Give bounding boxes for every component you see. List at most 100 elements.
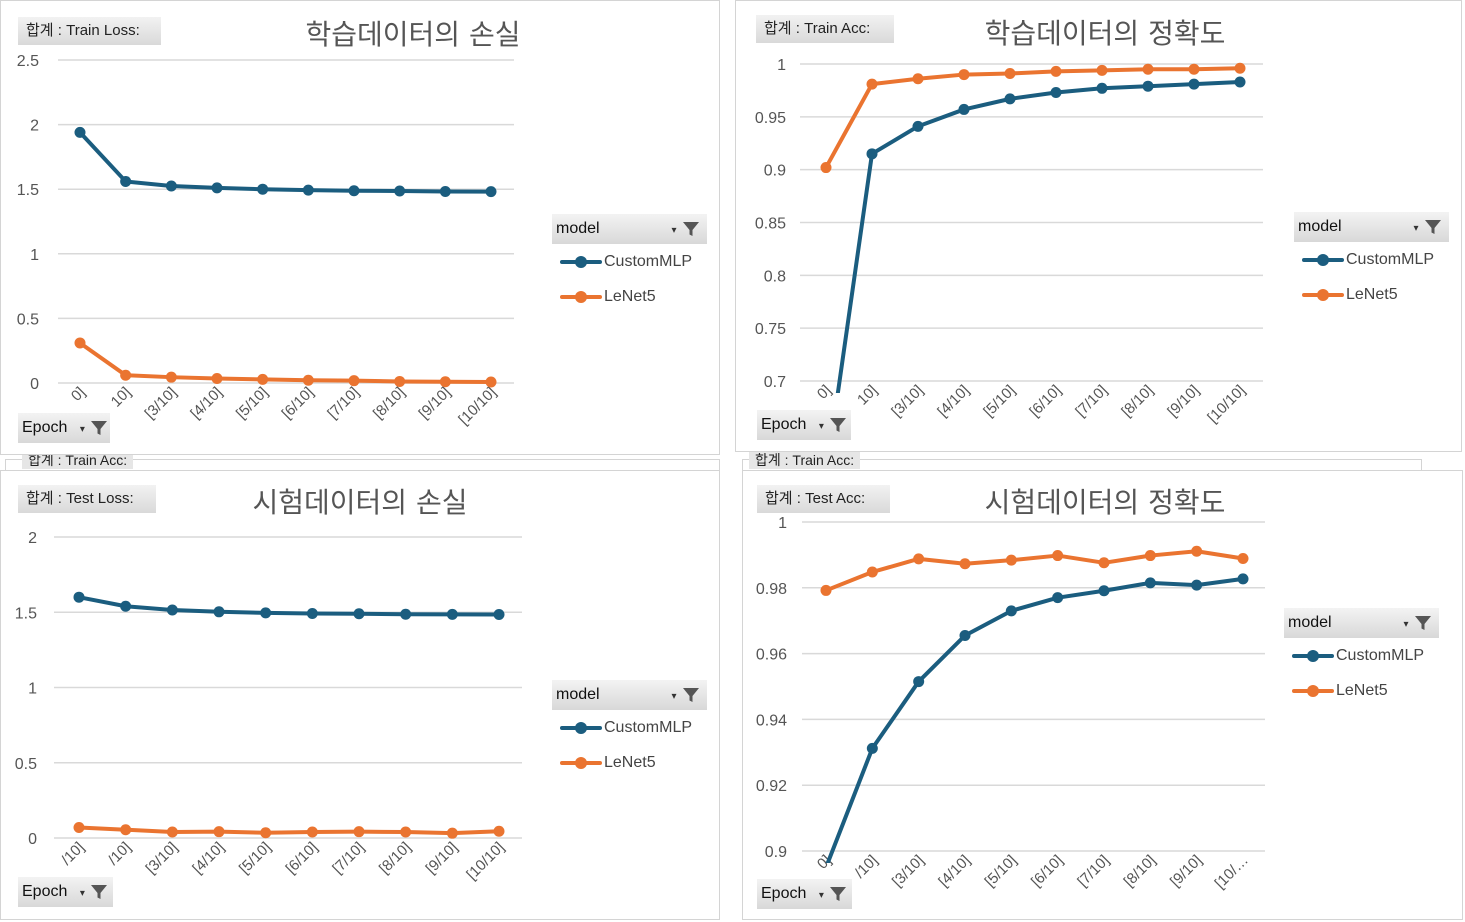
data-point[interactable] [166, 826, 178, 838]
data-point[interactable] [1050, 65, 1062, 77]
data-point[interactable] [493, 825, 505, 837]
data-point[interactable] [400, 826, 412, 838]
data-point[interactable] [353, 826, 365, 838]
data-point[interactable] [958, 103, 970, 115]
data-point[interactable] [260, 827, 272, 839]
legend-header[interactable]: model ▾ [552, 680, 707, 710]
epoch-filter-button[interactable]: Epoch ▾ [757, 879, 852, 909]
data-point[interactable] [120, 600, 132, 612]
data-point[interactable] [912, 73, 924, 85]
data-point[interactable] [485, 376, 497, 388]
data-point[interactable] [446, 827, 458, 839]
data-point[interactable] [866, 742, 878, 754]
data-point[interactable] [1050, 87, 1062, 99]
data-point[interactable] [1234, 76, 1246, 88]
value-field-tag[interactable]: 합계 : Train Acc: [756, 15, 894, 43]
data-point[interactable] [348, 375, 360, 387]
data-point[interactable] [446, 608, 458, 620]
legend-header[interactable]: model ▾ [1284, 608, 1439, 638]
value-field-tag[interactable]: 합계 : Test Acc: [757, 485, 890, 513]
data-point[interactable] [211, 182, 223, 194]
data-point[interactable] [306, 826, 318, 838]
data-point[interactable] [257, 373, 269, 385]
data-point[interactable] [1234, 62, 1246, 74]
chart-panel-test-acc[interactable]: 합계 : Test Acc: 시험데이터의 정확도 0.9 0.92 0.94 0.96… [742, 470, 1463, 920]
data-point[interactable] [912, 120, 924, 132]
data-point[interactable] [353, 608, 365, 620]
data-point[interactable] [1191, 579, 1203, 591]
data-point[interactable] [1237, 573, 1249, 585]
legend-item-lenet5[interactable]: LeNet5 [1284, 673, 1439, 708]
data-point[interactable] [211, 372, 223, 384]
data-point[interactable] [959, 630, 971, 642]
chart-panel-train-acc[interactable]: 합계 : Train Acc: 학습데이터의 정확도 0.7 0.75 0.8 0.85… [735, 0, 1462, 452]
data-point[interactable] [73, 591, 85, 603]
data-point[interactable] [913, 676, 925, 688]
data-point[interactable] [1144, 577, 1156, 589]
data-point[interactable] [1142, 63, 1154, 75]
funnel-filter-icon[interactable] [1423, 217, 1443, 237]
data-point[interactable] [866, 566, 878, 578]
data-point[interactable] [1096, 64, 1108, 76]
epoch-filter-button[interactable]: Epoch ▾ [18, 877, 113, 907]
legend-item-lenet5[interactable]: LeNet5 [1294, 277, 1449, 312]
data-point[interactable] [394, 375, 406, 387]
data-point[interactable] [73, 821, 85, 833]
data-point[interactable] [1237, 553, 1249, 565]
data-point[interactable] [260, 607, 272, 619]
chart-panel-train-loss[interactable]: 합계 : Train Loss: 학습데이터의 손실 0 0.5 1 1.5 2 2.5 0]… [0, 0, 720, 455]
data-point[interactable] [1191, 545, 1203, 557]
legend-header[interactable]: model ▾ [552, 214, 707, 244]
data-point[interactable] [1004, 93, 1016, 105]
data-point[interactable] [958, 69, 970, 81]
epoch-filter-button[interactable]: Epoch ▾ [18, 413, 110, 443]
data-point[interactable] [166, 604, 178, 616]
data-point[interactable] [74, 126, 86, 138]
data-point[interactable] [1005, 605, 1017, 617]
data-point[interactable] [213, 826, 225, 838]
data-point[interactable] [493, 609, 505, 621]
data-point[interactable] [1096, 82, 1108, 94]
data-point[interactable] [302, 374, 314, 386]
value-field-tag[interactable]: 합계 : Train Loss: [18, 17, 161, 45]
data-point[interactable] [1098, 557, 1110, 569]
data-point[interactable] [213, 606, 225, 618]
data-point[interactable] [165, 371, 177, 383]
data-point[interactable] [866, 148, 878, 160]
data-point[interactable] [120, 369, 132, 381]
legend-header[interactable]: model ▾ [1294, 212, 1449, 242]
funnel-filter-icon[interactable] [681, 219, 701, 239]
data-point[interactable] [1188, 78, 1200, 90]
legend-item-custommlp[interactable]: CustomMLP [552, 710, 707, 745]
data-point[interactable] [120, 175, 132, 187]
data-point[interactable] [302, 184, 314, 196]
data-point[interactable] [306, 607, 318, 619]
epoch-filter-button[interactable]: Epoch ▾ [757, 410, 851, 440]
funnel-filter-icon[interactable] [681, 685, 701, 705]
legend-item-custommlp[interactable]: CustomMLP [1284, 638, 1439, 673]
data-point[interactable] [394, 185, 406, 197]
data-point[interactable] [820, 584, 832, 596]
data-point[interactable] [257, 183, 269, 195]
data-point[interactable] [1052, 592, 1064, 604]
data-point[interactable] [1052, 550, 1064, 562]
legend-item-lenet5[interactable]: LeNet5 [552, 745, 707, 780]
legend-item-custommlp[interactable]: CustomMLP [1294, 242, 1449, 277]
data-point[interactable] [348, 185, 360, 197]
data-point[interactable] [439, 376, 451, 388]
data-point[interactable] [1188, 63, 1200, 75]
data-point[interactable] [400, 608, 412, 620]
value-field-tag[interactable]: 합계 : Test Loss: [18, 485, 156, 513]
data-point[interactable] [485, 186, 497, 198]
data-point[interactable] [74, 337, 86, 349]
data-point[interactable] [959, 558, 971, 570]
data-point[interactable] [820, 162, 832, 174]
legend-item-lenet5[interactable]: LeNet5 [552, 279, 707, 314]
data-point[interactable] [1004, 68, 1016, 80]
data-point[interactable] [913, 553, 925, 565]
data-point[interactable] [1144, 550, 1156, 562]
funnel-filter-icon[interactable] [1413, 613, 1433, 633]
data-point[interactable] [120, 824, 132, 836]
data-point[interactable] [866, 78, 878, 90]
legend-item-custommlp[interactable]: CustomMLP [552, 244, 707, 279]
